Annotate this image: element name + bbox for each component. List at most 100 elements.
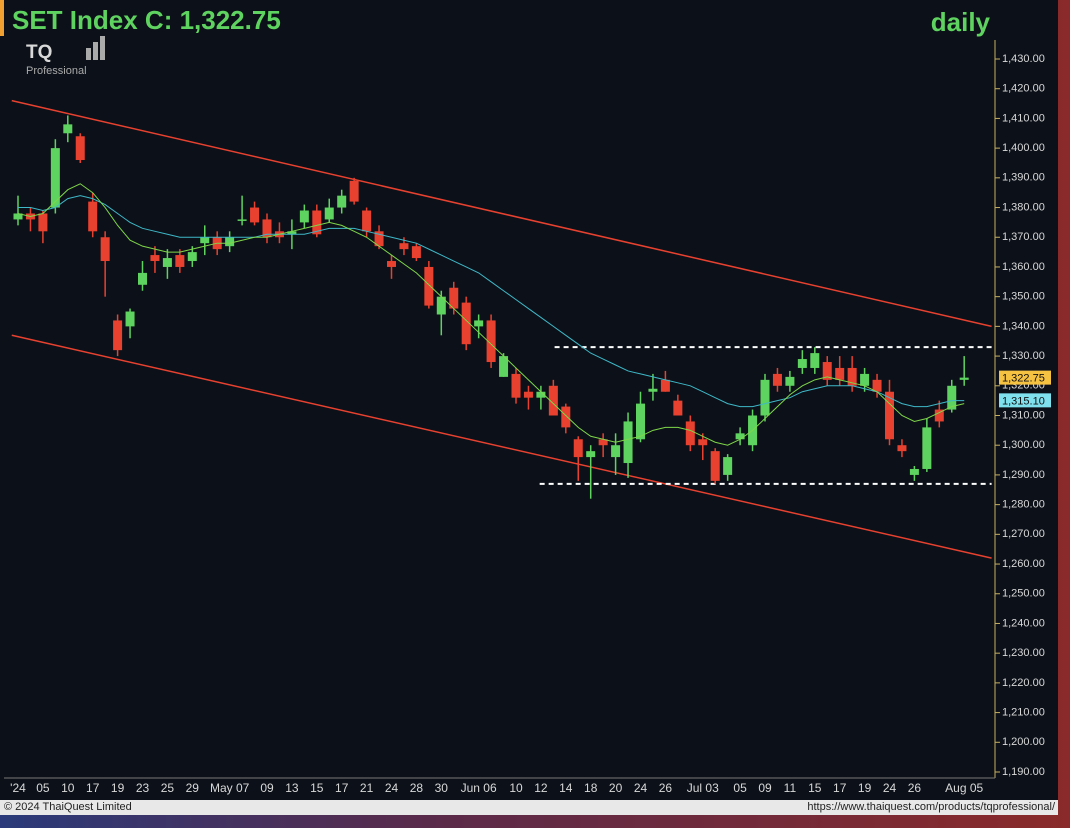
candle-body [698, 439, 708, 446]
x-tick-label: 21 [360, 781, 374, 795]
y-tick-label: 1,280.00 [1002, 499, 1045, 511]
y-tick-label: 1,290.00 [1002, 469, 1045, 481]
x-tick-label: 30 [435, 781, 449, 795]
candle-body [934, 409, 944, 422]
y-tick-label: 1,410.00 [1002, 112, 1045, 124]
candle-body [611, 445, 621, 458]
logo-bar [93, 42, 98, 60]
y-tick-label: 1,370.00 [1002, 231, 1045, 243]
chart-title: SET Index C: 1,322.75 [12, 5, 281, 35]
logo-text: Professional [26, 65, 87, 77]
x-tick-label: 19 [111, 781, 125, 795]
candle-body [885, 391, 894, 440]
candle-body [411, 246, 421, 259]
y-tick-label: 1,250.00 [1002, 588, 1045, 600]
x-tick-label: 24 [883, 781, 897, 795]
candle-body [113, 320, 123, 351]
candle-body [461, 302, 471, 345]
candle-body [324, 207, 334, 220]
candle-body [387, 261, 396, 267]
candle-body [312, 210, 322, 235]
candle-body [287, 231, 297, 235]
candle-body [262, 219, 272, 238]
price-tag [999, 370, 1051, 385]
y-tick-label: 1,200.00 [1002, 736, 1045, 748]
chart-subtitle: daily [931, 7, 991, 37]
candle-body [561, 406, 571, 428]
footer-right: https://www.thaiquest.com/products/tqpro… [807, 801, 1056, 813]
candle-body [872, 379, 882, 392]
x-tick-label: 15 [310, 781, 324, 795]
x-tick-label: 15 [808, 781, 822, 795]
x-tick-label: 11 [784, 781, 797, 795]
x-tick-label: 17 [335, 781, 349, 795]
candle-body [299, 210, 309, 223]
x-tick-label: 05 [733, 781, 747, 795]
x-tick-label: 18 [584, 781, 598, 795]
candle-body [660, 379, 670, 392]
candle-body [187, 252, 197, 262]
candle-body [511, 373, 521, 398]
x-tick-label: 28 [410, 781, 424, 795]
candle-body [362, 210, 372, 232]
candle-body [623, 421, 633, 464]
candle-body [860, 373, 870, 386]
y-tick-label: 1,400.00 [1002, 142, 1045, 154]
candle-body [250, 207, 260, 223]
y-tick-label: 1,340.00 [1002, 320, 1045, 332]
x-tick-label: 24 [634, 781, 648, 795]
candle-body [63, 124, 73, 134]
price-tag-label: 1,315.10 [1002, 395, 1045, 407]
y-tick-label: 1,330.00 [1002, 350, 1045, 362]
candle-body [785, 376, 795, 386]
y-tick-label: 1,390.00 [1002, 172, 1045, 184]
candle-body [138, 272, 147, 285]
trend-line [11, 99, 992, 328]
trend-line [11, 334, 992, 559]
candle-body [772, 373, 782, 386]
candle-body [100, 237, 110, 262]
x-tick-label: 09 [260, 781, 274, 795]
x-tick-label: 20 [609, 781, 623, 795]
logo-bar [86, 48, 91, 60]
candle-body [424, 266, 434, 306]
x-tick-label: 17 [833, 781, 847, 795]
y-tick-label: 1,360.00 [1002, 261, 1045, 273]
y-tick-label: 1,190.00 [1002, 766, 1045, 778]
y-tick-label: 1,350.00 [1002, 291, 1045, 303]
candle-body [486, 320, 496, 363]
candle-body [573, 439, 583, 458]
x-tick-label: 26 [908, 781, 922, 795]
x-tick-label: 10 [509, 781, 523, 795]
x-tick-label: 05 [36, 781, 50, 795]
candle-body [959, 377, 969, 380]
logo-bar [100, 36, 105, 60]
candle-body [523, 391, 533, 398]
candle-body [922, 427, 932, 469]
candle-body [499, 356, 509, 377]
candle-body [162, 258, 172, 267]
x-tick-label: 19 [858, 781, 872, 795]
y-tick-label: 1,430.00 [1002, 53, 1045, 65]
candle-body [760, 379, 770, 416]
candle-body [349, 180, 359, 202]
candle-body [947, 385, 957, 410]
candle-body [909, 468, 919, 475]
candle-body [200, 237, 210, 244]
candle-body [75, 136, 85, 161]
candle-body [723, 457, 733, 475]
x-tick-label: 29 [186, 781, 200, 795]
y-tick-label: 1,230.00 [1002, 647, 1045, 659]
candle-body [436, 296, 446, 315]
footer-bar [0, 800, 1058, 815]
candle-body [822, 362, 832, 380]
price-tag [999, 393, 1051, 408]
price-tag-label: 1,322.75 [1002, 373, 1045, 385]
x-tick-label: Jul 03 [687, 781, 719, 795]
candle-body [735, 433, 745, 440]
candle-body [586, 451, 596, 458]
moving-average [17, 183, 965, 446]
candle-body [474, 320, 484, 327]
y-tick-label: 1,220.00 [1002, 677, 1045, 689]
